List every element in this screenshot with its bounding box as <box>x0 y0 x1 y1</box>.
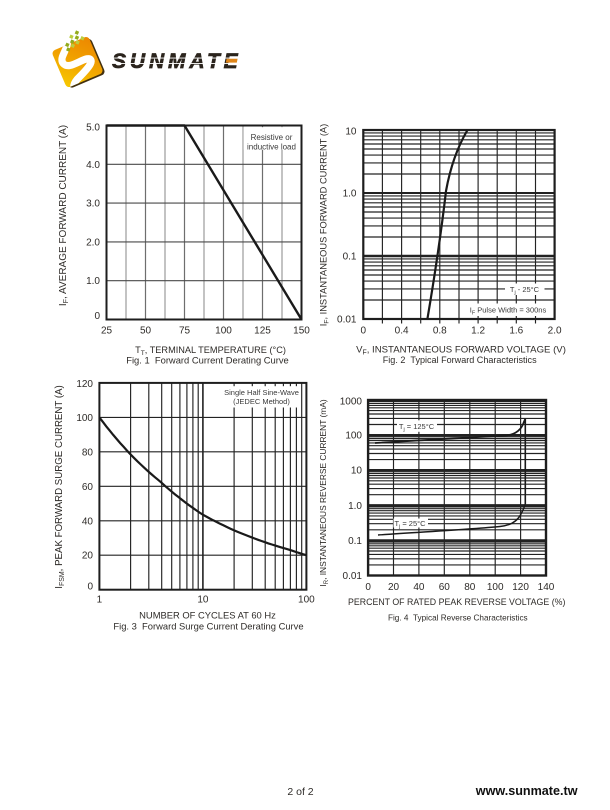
svg-text:40: 40 <box>413 582 425 593</box>
svg-text:Tj - 25°C: Tj - 25°C <box>510 285 540 296</box>
svg-text:1.2: 1.2 <box>471 326 485 337</box>
svg-text:100: 100 <box>215 326 232 337</box>
svg-text:IF, AVERAGE FORWARD CURRENT (A: IF, AVERAGE FORWARD CURRENT (A) <box>58 125 70 306</box>
svg-text:80: 80 <box>82 447 94 458</box>
svg-text:10: 10 <box>351 466 363 477</box>
svg-text:SUNMATE: SUNMATE <box>112 50 242 73</box>
svg-text:www.sunmate.tw: www.sunmate.tw <box>475 784 578 798</box>
svg-text:TT, TERMINAL TEMPERATURE (°C): TT, TERMINAL TEMPERATURE (°C) <box>135 345 286 357</box>
svg-text:Tj = 125°C: Tj = 125°C <box>399 422 435 433</box>
svg-text:100: 100 <box>487 582 504 593</box>
svg-text:0: 0 <box>365 582 371 593</box>
svg-text:50: 50 <box>140 326 152 337</box>
svg-text:0.8: 0.8 <box>433 326 447 337</box>
svg-text:10: 10 <box>197 595 209 606</box>
svg-text:150: 150 <box>293 326 310 337</box>
svg-text:100: 100 <box>298 595 315 606</box>
svg-text:100: 100 <box>345 431 362 442</box>
svg-text:IF Pulse Width = 300ns: IF Pulse Width = 300ns <box>470 306 547 317</box>
svg-text:Fig. 3 Forward Surge Current: Fig. 3 Forward Surge Current Derating Cu… <box>113 620 303 631</box>
svg-text:120: 120 <box>76 379 93 390</box>
svg-text:20: 20 <box>388 582 400 593</box>
svg-text:10: 10 <box>345 127 357 138</box>
svg-text:2 of 2: 2 of 2 <box>287 786 313 798</box>
svg-text:1.6: 1.6 <box>509 326 523 337</box>
svg-text:20: 20 <box>82 551 94 562</box>
svg-text:75: 75 <box>179 326 191 337</box>
svg-text:Single Half Sine-Wave: Single Half Sine-Wave <box>224 388 299 397</box>
svg-text:0: 0 <box>361 326 367 337</box>
svg-text:5.0: 5.0 <box>86 123 100 134</box>
svg-text:60: 60 <box>439 582 451 593</box>
svg-text:NUMBER OF CYCLES AT 60 Hz: NUMBER OF CYCLES AT 60 Hz <box>139 610 276 621</box>
svg-text:4.0: 4.0 <box>86 160 100 171</box>
svg-text:Fig. 1 Forward Current Derati: Fig. 1 Forward Current Derating Curve <box>126 354 289 365</box>
svg-text:0.01: 0.01 <box>343 571 363 582</box>
svg-text:VF, INSTANTANEOUS FORWARD VOLT: VF, INSTANTANEOUS FORWARD VOLTAGE (V) <box>356 345 566 357</box>
svg-text:2.0: 2.0 <box>86 237 100 248</box>
svg-text:25: 25 <box>101 326 113 337</box>
svg-text:1.0: 1.0 <box>348 501 362 512</box>
svg-text:60: 60 <box>82 482 94 493</box>
svg-text:100: 100 <box>76 413 93 424</box>
svg-text:0.1: 0.1 <box>348 536 362 547</box>
svg-text:40: 40 <box>82 516 94 527</box>
svg-text:Fig. 2 Typical Forward Charac: Fig. 2 Typical Forward Characteristics <box>383 355 537 365</box>
svg-text:Tj = 25°C: Tj = 25°C <box>394 519 426 530</box>
svg-text:IR, INSTANTANEOUS REVERSE CURR: IR, INSTANTANEOUS REVERSE CURRENT (mA) <box>318 399 330 586</box>
svg-text:0: 0 <box>94 311 100 322</box>
svg-text:(JEDEC Method): (JEDEC Method) <box>233 397 290 406</box>
svg-text:80: 80 <box>464 582 476 593</box>
svg-text:Resistive or: Resistive or <box>251 133 293 142</box>
svg-text:IF, INSTANTANEOUS FORWARD CURR: IF, INSTANTANEOUS FORWARD CURRENT (A) <box>319 124 331 326</box>
svg-text:120: 120 <box>512 582 529 593</box>
svg-text:125: 125 <box>254 326 271 337</box>
svg-text:1.0: 1.0 <box>343 189 357 200</box>
svg-text:inductive load: inductive load <box>247 143 296 152</box>
svg-text:Fig. 4 Typical Reverse Charac: Fig. 4 Typical Reverse Characteristics <box>388 614 528 623</box>
svg-text:PERCENT OF RATED PEAK REVERSE: PERCENT OF RATED PEAK REVERSE VOLTAGE (%… <box>348 597 565 607</box>
svg-text:2.0: 2.0 <box>548 326 562 337</box>
svg-text:0: 0 <box>87 582 93 593</box>
svg-text:3.0: 3.0 <box>86 199 100 210</box>
svg-text:0.1: 0.1 <box>343 252 357 263</box>
svg-text:0.01: 0.01 <box>337 315 357 326</box>
svg-text:0.4: 0.4 <box>395 326 409 337</box>
svg-text:1000: 1000 <box>340 397 363 408</box>
svg-text:1.0: 1.0 <box>86 276 100 287</box>
svg-text:140: 140 <box>538 582 555 593</box>
svg-text:1: 1 <box>97 595 103 606</box>
svg-text:IFSM, PEAK FORWARD SURGE CURRE: IFSM, PEAK FORWARD SURGE CURRENT (A) <box>54 385 66 588</box>
